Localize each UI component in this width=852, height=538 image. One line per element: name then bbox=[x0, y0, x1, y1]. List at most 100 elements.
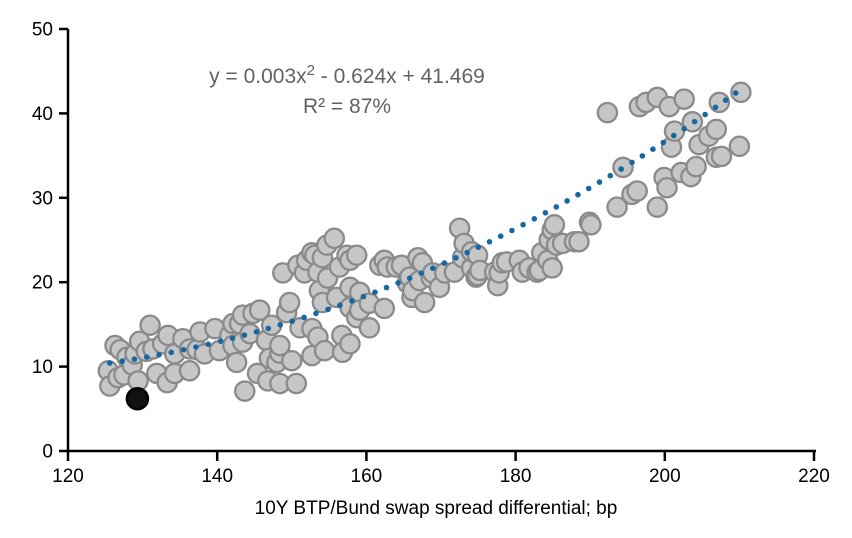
x-tick-label: 220 bbox=[798, 466, 830, 487]
scatter-point bbox=[313, 339, 336, 362]
x-tick-label: 120 bbox=[52, 466, 84, 487]
trendline-dot bbox=[691, 118, 698, 125]
trendline-dot bbox=[564, 198, 570, 204]
trendline-dot bbox=[337, 302, 343, 309]
trendline-dot bbox=[289, 318, 296, 325]
equation-suffix: - 0.624x + 41.469 bbox=[315, 65, 485, 88]
scatter-point bbox=[646, 196, 669, 218]
trendline-dot bbox=[575, 191, 581, 198]
y-tick-label: 0 bbox=[42, 442, 53, 463]
trendline-dot bbox=[313, 310, 319, 317]
scatter-point bbox=[281, 349, 303, 372]
trendline-dot bbox=[650, 146, 656, 152]
r-squared-annotation: R² = 87% bbox=[303, 95, 391, 118]
trendline-dot bbox=[406, 275, 413, 282]
y-tick-label: 40 bbox=[32, 104, 53, 125]
trendline-dot bbox=[629, 159, 635, 166]
trendline-dot bbox=[156, 351, 162, 358]
scatter-point bbox=[358, 317, 381, 339]
trendline-dot bbox=[639, 153, 646, 159]
trendline-dot bbox=[180, 346, 187, 353]
trendline-dot bbox=[475, 244, 482, 250]
axis-spines bbox=[66, 29, 816, 453]
axes bbox=[59, 27, 816, 461]
trendline-dot bbox=[360, 293, 367, 300]
trendline-dot bbox=[441, 260, 448, 266]
scatter-point bbox=[339, 333, 361, 355]
trendline-dot bbox=[372, 289, 378, 296]
scatter-point bbox=[373, 297, 396, 320]
trendline-dot bbox=[585, 185, 592, 192]
trendline-dot bbox=[722, 97, 729, 103]
trendline-dot bbox=[107, 360, 113, 366]
trendline-dot bbox=[383, 284, 390, 291]
scatter-point bbox=[543, 214, 566, 236]
trendline-dot bbox=[712, 104, 719, 111]
x-axis-title: 10Y BTP/Bund swap spread differential; b… bbox=[255, 498, 618, 519]
highlighted-point bbox=[125, 386, 150, 411]
scatter-point bbox=[606, 196, 628, 218]
scatter-point bbox=[580, 214, 602, 236]
scatter-point bbox=[541, 257, 563, 279]
scatter-point bbox=[596, 101, 619, 124]
trendline-dot bbox=[430, 265, 436, 272]
trendline-dot bbox=[349, 298, 355, 304]
scatter-point bbox=[568, 230, 590, 253]
scatter-point bbox=[728, 135, 751, 158]
scatter-point bbox=[139, 314, 161, 336]
scatter-point bbox=[673, 88, 695, 110]
y-tick-label: 10 bbox=[32, 357, 53, 378]
scatter-point bbox=[269, 334, 291, 357]
trendline-dot bbox=[553, 204, 560, 210]
scatter-point bbox=[705, 118, 728, 141]
scatter-point bbox=[413, 291, 436, 314]
trendline-dot bbox=[229, 335, 236, 342]
scatter-point bbox=[710, 145, 733, 168]
trendline-dot bbox=[486, 239, 493, 245]
trendline-equation: y = 0.003x2 - 0.624x + 41.469 bbox=[209, 62, 485, 88]
trendline-dot bbox=[217, 338, 224, 345]
trendline-dot bbox=[681, 125, 687, 132]
trendline-dot bbox=[453, 254, 459, 261]
scatter-point bbox=[178, 360, 201, 382]
y-tick-label: 50 bbox=[32, 20, 53, 41]
trendline-dot bbox=[265, 325, 272, 332]
trendline-dot bbox=[168, 349, 175, 356]
trendline-dot bbox=[660, 139, 667, 146]
trendline-dot bbox=[596, 179, 603, 185]
tick-labels: 0 10 20 30 40 50 120 140 160 180 200 220 bbox=[32, 20, 830, 488]
trendline-dot bbox=[277, 322, 284, 328]
trendline-dot bbox=[531, 216, 538, 222]
trendline-dot bbox=[205, 341, 211, 348]
scatter-points-layer bbox=[97, 81, 752, 411]
trendline-dot bbox=[193, 344, 199, 350]
y-tick-label: 30 bbox=[32, 188, 53, 209]
trendline-dot bbox=[509, 227, 515, 234]
trendline-dot bbox=[325, 306, 331, 313]
scatter-point bbox=[234, 380, 256, 402]
trendline-dotted bbox=[107, 90, 739, 366]
y-tick-label: 20 bbox=[32, 273, 53, 294]
scatter-point bbox=[685, 155, 707, 178]
scatter-point bbox=[225, 351, 248, 374]
scatter-point bbox=[345, 244, 368, 266]
scatter-point bbox=[656, 176, 678, 199]
trendline-dot bbox=[131, 356, 138, 363]
scatter-point bbox=[248, 299, 271, 321]
scatter-point bbox=[323, 227, 346, 250]
equation-superscript: 2 bbox=[307, 62, 315, 79]
x-tick-label: 180 bbox=[500, 466, 532, 487]
trendline-dot bbox=[119, 358, 125, 365]
trendline-dot bbox=[418, 270, 425, 277]
scatter-point bbox=[626, 180, 648, 202]
scatter-point bbox=[278, 291, 301, 314]
x-tick-label: 200 bbox=[649, 466, 681, 487]
trendline-dot bbox=[520, 221, 526, 228]
trendline-dot bbox=[301, 314, 307, 321]
equation-prefix: y = 0.003x bbox=[209, 65, 307, 88]
trendline-dot bbox=[542, 210, 549, 216]
x-tick-label: 160 bbox=[351, 466, 383, 487]
trendline-dot bbox=[702, 111, 708, 118]
